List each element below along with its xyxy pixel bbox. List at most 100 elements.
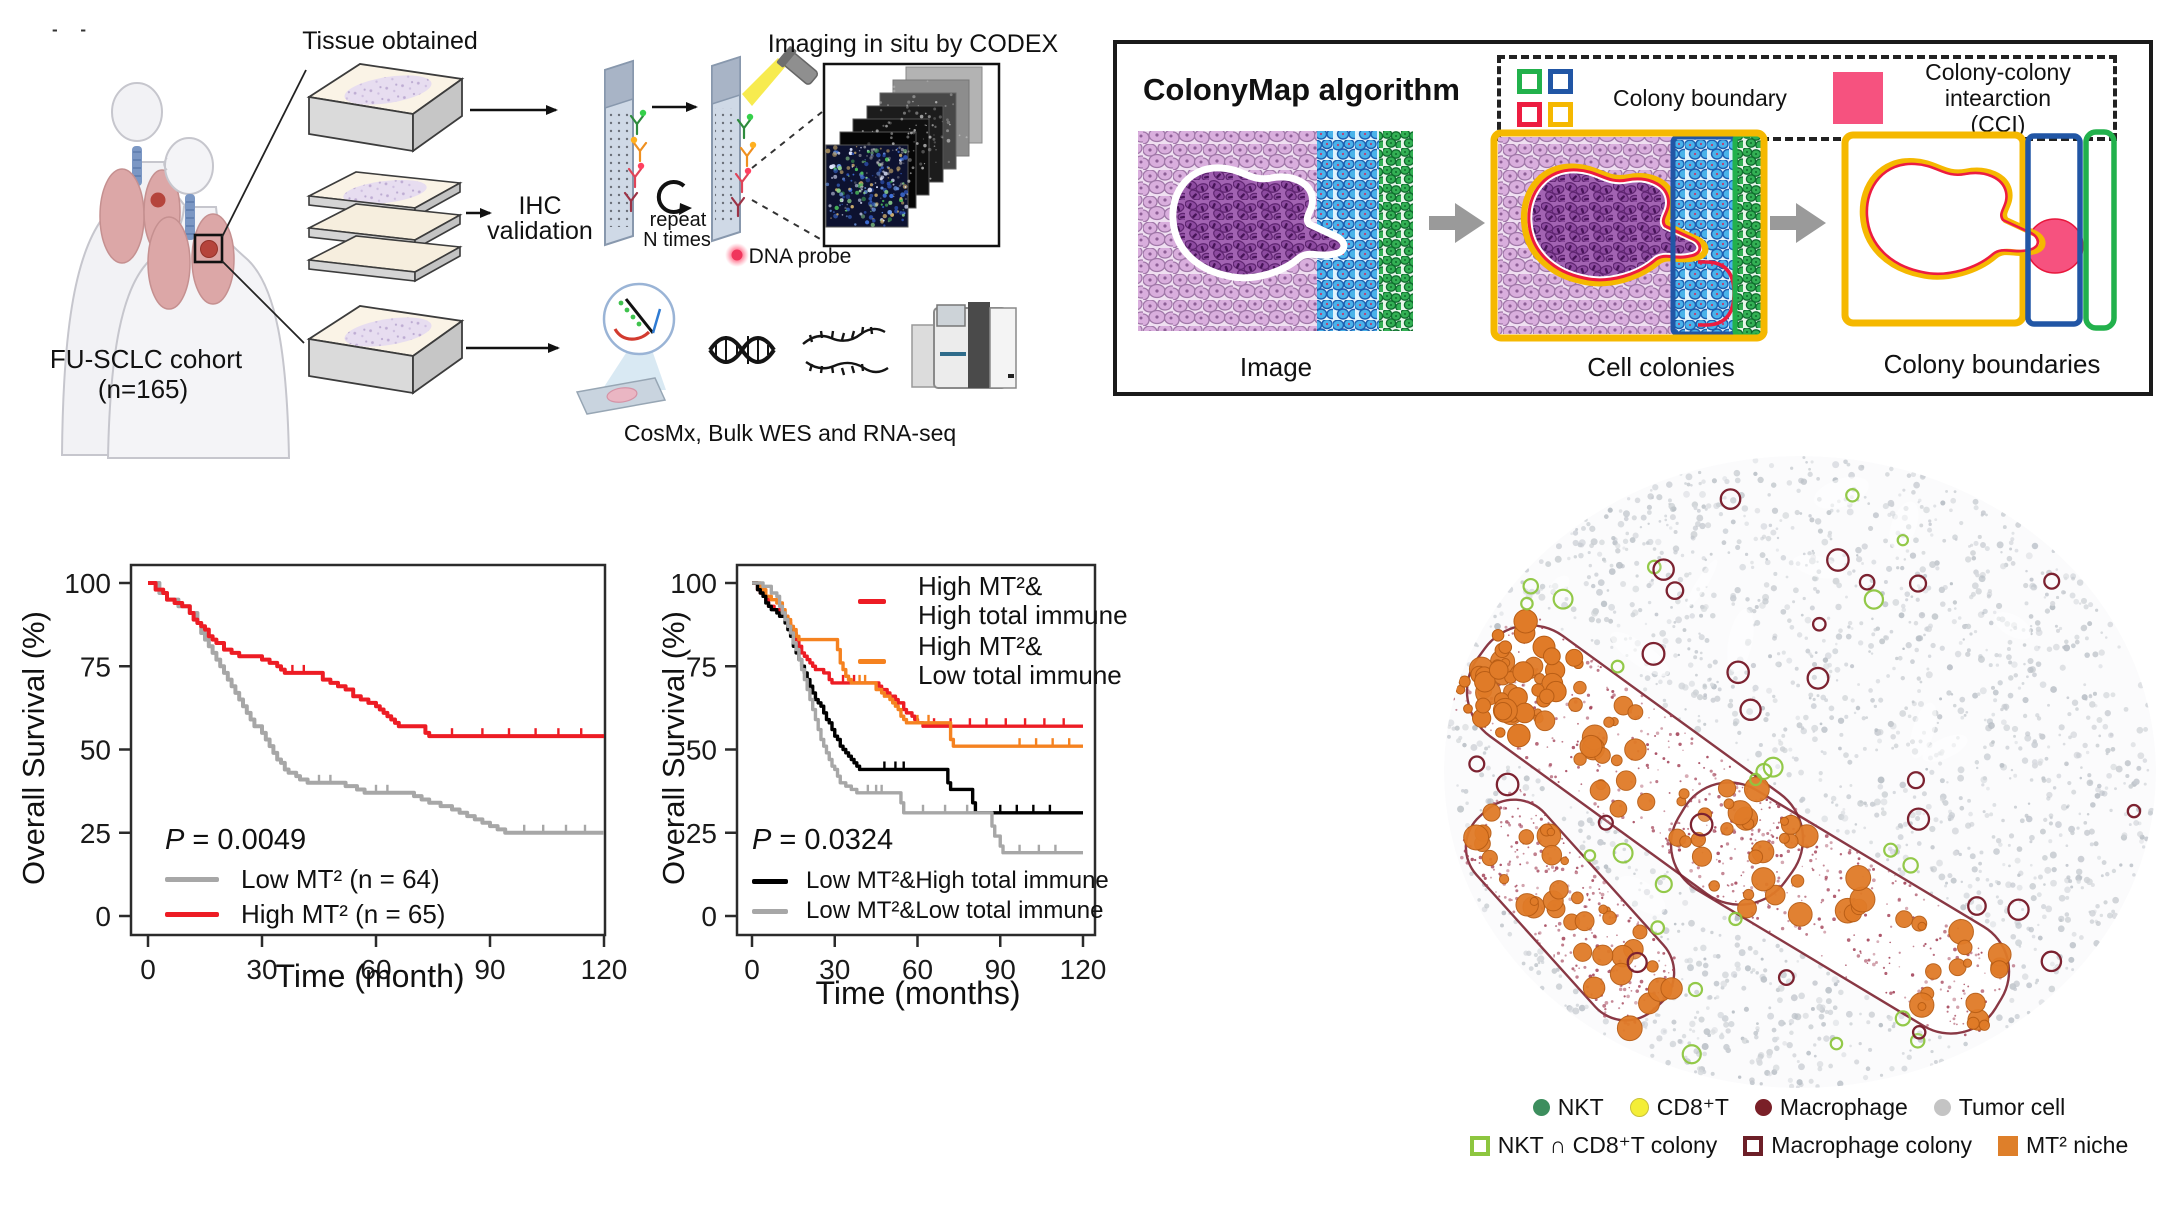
- nkt-cd8-colony-square-icon: [1469, 1135, 1490, 1156]
- label-cohort-name: FU-SCLC cohort: [50, 344, 243, 374]
- km2-pvalue: P = 0.0324: [752, 824, 893, 857]
- km2-legend-highlow: High MT²& Low total immune: [858, 632, 1128, 690]
- x-tick-label: 30: [246, 954, 277, 985]
- stage-colony-boundaries: [1841, 129, 2117, 331]
- label-ihc: IHC: [518, 192, 561, 220]
- corner-crop-marks: - -: [52, 20, 96, 39]
- stage-arrow-2: [1770, 203, 1826, 243]
- y-tick-label: 75: [80, 651, 111, 682]
- x-tick-label: 60: [360, 954, 391, 985]
- tissue-core-panel: [1444, 456, 2156, 1088]
- km2-legend-swatch-lowhigh: [752, 878, 788, 884]
- boundary-square-yellow: [1548, 102, 1573, 127]
- y-tick-label: 100: [64, 568, 111, 599]
- rna-strands-icon: [802, 326, 889, 376]
- legend-label-cd8t: CD8⁺T: [1656, 1094, 1729, 1120]
- colonymap-title: ColonyMap algorithm: [1143, 72, 1460, 107]
- km2-legend-label-highlow: High MT²& Low total immune: [918, 632, 1122, 690]
- tumor-cell-dot-icon: [1933, 1099, 1951, 1116]
- boundary-color-squares: [1517, 69, 1573, 127]
- codex-stack-speckles: [844, 80, 968, 210]
- legend-colony-boundary-label: Colony boundary: [1613, 84, 1787, 111]
- codex-slide-1: [604, 59, 634, 247]
- km2-hl-line1: High MT²&: [918, 631, 1043, 661]
- tissue-legend-row1: NKT CD8⁺T Macrophage Tumor cell: [1426, 1094, 2172, 1121]
- legend-item-nkt-cd8-colony: NKT ∩ CD8⁺T colony: [1469, 1132, 1717, 1159]
- legend-label-macrophage-colony: Macrophage colony: [1771, 1132, 1973, 1158]
- km1-legend-swatch-low: [165, 877, 219, 882]
- km2-legend-swatch-highlow: [858, 658, 886, 664]
- y-tick-label: 0: [95, 901, 111, 932]
- x-tick-label: 0: [140, 954, 156, 985]
- km2-legend-bottom: Low MT²&High total immune Low MT²&Low to…: [752, 866, 1109, 926]
- tumor-callout-box: [193, 233, 224, 264]
- label-dna-probe: DNA probe: [749, 245, 852, 268]
- km1-ylabel: Overall Survival (%): [16, 611, 51, 885]
- label-cohort-n: (n=165): [98, 374, 188, 404]
- km-curve-3: [752, 581, 1083, 855]
- tissue-legend: NKT CD8⁺T Macrophage Tumor cell NKT ∩ CD…: [1426, 1094, 2172, 1170]
- km2-legend-label-highhigh: High MT²& High total immune: [918, 572, 1128, 630]
- km1-legend-high: High MT² (n = 65): [165, 897, 445, 932]
- km2-legend-lowlow: Low MT²&Low total immune: [752, 896, 1109, 926]
- y-tick-label: 50: [80, 735, 111, 766]
- y-tick-label: 0: [701, 901, 717, 932]
- km2-hh-line2: High total immune: [918, 600, 1128, 630]
- km-plot-1: 0 30 60 90 120 0 25 50 75 100: [64, 563, 627, 985]
- x-tick-label: 60: [902, 954, 933, 985]
- km1-xlabel: Time (month): [275, 958, 465, 994]
- dna-probe-dot: [731, 249, 743, 261]
- cosmx-probe-icon: [575, 282, 676, 415]
- label-n-times: N times: [643, 229, 711, 251]
- cd8t-dot-icon: [1629, 1098, 1649, 1117]
- stage-image: [1138, 131, 1413, 331]
- boundary-square-green: [1517, 69, 1542, 94]
- legend-label-tumor-cell: Tumor cell: [1958, 1094, 2066, 1120]
- legend-label-mt2-niche: MT² niche: [2026, 1132, 2129, 1158]
- projection-dashed-lines: [751, 111, 823, 241]
- stage-cell-colonies: [1490, 129, 1768, 342]
- x-tick-label: 0: [744, 954, 760, 985]
- km-plot-2: 0 30 60 90 120 0 25 50 75 100: [670, 563, 1107, 985]
- km2-hl-line2: Low total immune: [918, 660, 1122, 690]
- km2-hh-line1: High MT²&: [918, 571, 1043, 601]
- km2-legend-lowhigh: Low MT²&High total immune: [752, 866, 1109, 896]
- nkt-dot-icon: [1532, 1099, 1550, 1116]
- callout-line-bottom: [221, 260, 305, 344]
- label-cosmx-caption: CosMx, Bulk WES and RNA-seq: [624, 420, 956, 446]
- km-curve-2: [752, 581, 1083, 815]
- legend-item-cd8t: CD8⁺T: [1629, 1094, 1729, 1121]
- km1-legend-swatch-high: [165, 912, 219, 917]
- km1-legend: Low MT² (n = 64) High MT² (n = 65): [165, 862, 445, 932]
- x-tick-label: 90: [985, 954, 1016, 985]
- boundary-square-red: [1517, 102, 1542, 127]
- km-curve-1: [148, 581, 604, 739]
- legend-item-mt2-niche: MT² niche: [1998, 1132, 2128, 1159]
- km-curve-0: [148, 581, 604, 835]
- km2-xlabel: Time (months): [815, 975, 1021, 1011]
- y-tick-label: 25: [80, 818, 111, 849]
- km-curve-0: [752, 581, 1083, 728]
- y-tick-label: 25: [686, 818, 717, 849]
- stage-label-image: Image: [1239, 352, 1313, 382]
- tissue-block-top: [306, 63, 465, 153]
- colonymap-stages-art: [1138, 129, 2117, 342]
- label-ihc-validation: validation: [487, 217, 593, 245]
- patient-silhouettes: [60, 82, 291, 459]
- km1-legend-label-high: High MT² (n = 65): [241, 899, 446, 929]
- y-tick-label: 75: [686, 651, 717, 682]
- km2-legend-swatch-lowlow: [752, 908, 788, 914]
- km1-p-symbol: P: [165, 824, 185, 856]
- codex-image-stack: [822, 62, 1001, 248]
- km1-legend-low: Low MT² (n = 64): [165, 862, 445, 897]
- x-tick-label: 120: [1060, 954, 1107, 985]
- workflow-diagram: Tissue obtained FU-SCLC cohort (n=165) I…: [50, 27, 1059, 459]
- callout-line-top: [221, 69, 307, 238]
- legend-item-macrophage-colony: Macrophage colony: [1743, 1132, 1972, 1159]
- codex-slide-2: [711, 55, 741, 243]
- legend-label-macrophage: Macrophage: [1779, 1094, 1908, 1120]
- km2-p-number: = 0.0324: [779, 824, 894, 856]
- boundary-square-blue: [1548, 69, 1573, 94]
- stage-label-cell-colonies: Cell colonies: [1587, 352, 1735, 382]
- macrophage-dot-icon: [1754, 1099, 1772, 1116]
